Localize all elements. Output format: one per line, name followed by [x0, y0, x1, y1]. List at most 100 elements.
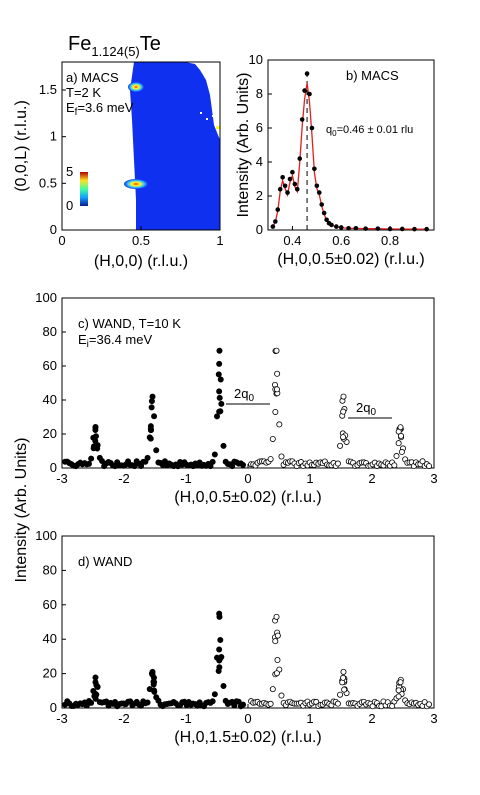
data-point-open: [426, 463, 433, 470]
data-point-filled: [150, 678, 157, 685]
x-tick-label: 2: [368, 711, 375, 726]
data-point: [338, 225, 344, 230]
panel-a-axis-ticks: 0 0.5 1 0 0.5 1 1.5: [39, 82, 224, 248]
data-point-open: [393, 453, 400, 460]
panel-c-plot: -3 -2 -1 0 1 2 3 0 20 40 60 80 100 c) WAND, T=10 K E…: [35, 290, 437, 506]
panel-d-xlabel: (H,0,1.5±0.02) (r.l.u.): [174, 729, 322, 746]
panel-a-energy: Ef=3.6 meV: [66, 100, 134, 118]
data-point-filled: [217, 376, 224, 383]
y-tick-label: 2: [256, 188, 263, 203]
y-tick-label: 80: [43, 324, 57, 339]
data-point-filled: [209, 458, 216, 465]
data-point-open: [267, 700, 274, 707]
data-point-open: [274, 370, 281, 377]
data-point-filled: [92, 424, 99, 431]
data-point-open: [276, 421, 283, 428]
data-point-open: [398, 448, 405, 455]
y-tick-label: 60: [43, 597, 57, 612]
data-point-filled: [144, 699, 151, 706]
data-point-open: [397, 679, 404, 686]
y-tick-label: 80: [43, 562, 57, 577]
data-point: [316, 190, 322, 195]
panel-c-2q0-label-right: 2q0: [356, 400, 376, 418]
x-tick-label: 3: [430, 471, 437, 486]
data-point-filled: [218, 400, 225, 407]
data-point-open: [340, 668, 347, 675]
y-tick-label: 6: [256, 120, 263, 135]
data-point-filled: [216, 394, 223, 401]
data-point-open: [337, 691, 344, 698]
data-point-open: [273, 670, 280, 677]
data-point-filled: [88, 455, 95, 462]
data-point-filled: [149, 668, 156, 675]
data-point-filled: [217, 408, 224, 415]
y-tick-label: 0: [50, 222, 57, 237]
data-point-filled: [83, 702, 90, 709]
data-point-filled: [240, 462, 247, 469]
data-point-open: [334, 460, 341, 467]
data-point-filled: [220, 442, 227, 449]
x-tick-label: 0: [58, 233, 65, 248]
x-tick-label: 0.8: [381, 233, 399, 248]
x-tick-label: 0: [244, 471, 251, 486]
data-point-filled: [88, 699, 95, 706]
y-tick-label: 1: [50, 129, 57, 144]
data-point-open: [273, 386, 280, 393]
data-point: [363, 226, 368, 231]
panel-d-label: d) WAND: [78, 554, 132, 569]
x-tick-label: 1: [216, 233, 223, 248]
panel-a-xlabel: (H,0,0) (r.l.u.): [94, 253, 188, 270]
heatmap-peak-upper: [128, 82, 144, 92]
data-point-open: [340, 393, 347, 400]
data-point-open: [269, 435, 276, 442]
data-point: [285, 190, 290, 195]
data-point: [346, 226, 351, 231]
data-point-open: [272, 638, 279, 645]
heatmap-peak-lower: [124, 179, 148, 189]
data-point: [297, 156, 303, 161]
panel-b-ylabel: Intensity (Arb. Units): [235, 73, 252, 218]
panel-c-xlabel: (H,0,0.5±0.02) (r.l.u.): [174, 489, 322, 506]
x-tick-label: 0.4: [283, 233, 301, 248]
data-point-open: [340, 408, 347, 415]
data-point-filled: [216, 360, 223, 367]
x-tick-label: -2: [118, 471, 130, 486]
data-point-open: [398, 432, 405, 439]
data-point-open: [274, 632, 281, 639]
data-point: [302, 88, 307, 93]
data-point-filled: [211, 691, 218, 698]
x-tick-label: 0: [244, 711, 251, 726]
data-point-filled: [144, 454, 151, 461]
data-point-filled: [211, 451, 218, 458]
panel-c-2q0-label-left: 2q0: [234, 386, 254, 404]
y-tick-label: 0: [50, 460, 57, 475]
y-tick-label: 40: [43, 631, 57, 646]
data-point: [280, 175, 285, 180]
data-point: [329, 222, 334, 228]
shared-ylabel: Intensity (Arb. Units): [13, 438, 30, 583]
data-point-open: [395, 440, 402, 447]
y-tick-label: 20: [43, 426, 57, 441]
data-point: [299, 117, 305, 122]
data-point-filled: [147, 435, 154, 442]
panel-a-label: a) MACS: [66, 70, 119, 85]
x-tick-label: -3: [56, 711, 68, 726]
panel-a-ylabel: (0,0,L) (r.l.u.): [13, 100, 30, 192]
data-point-filled: [90, 445, 97, 452]
data-point: [387, 226, 393, 232]
data-point-open: [273, 347, 280, 354]
x-tick-label: -3: [56, 471, 68, 486]
data-point-filled: [148, 404, 155, 411]
x-tick-label: 0.5: [132, 233, 150, 248]
data-point-filled: [92, 679, 99, 686]
panel-b-q0-annotation: q0=0.46 ± 0.01 rlu: [326, 124, 413, 138]
data-point-filled: [92, 437, 99, 444]
data-point-open: [272, 408, 279, 415]
y-tick-label: 40: [43, 392, 57, 407]
data-point-filled: [215, 668, 222, 675]
y-tick-label: 4: [256, 154, 263, 169]
data-point: [321, 210, 327, 216]
x-tick-label: -1: [180, 711, 192, 726]
panel-c-energy: Ei=36.4 meV: [78, 332, 152, 350]
